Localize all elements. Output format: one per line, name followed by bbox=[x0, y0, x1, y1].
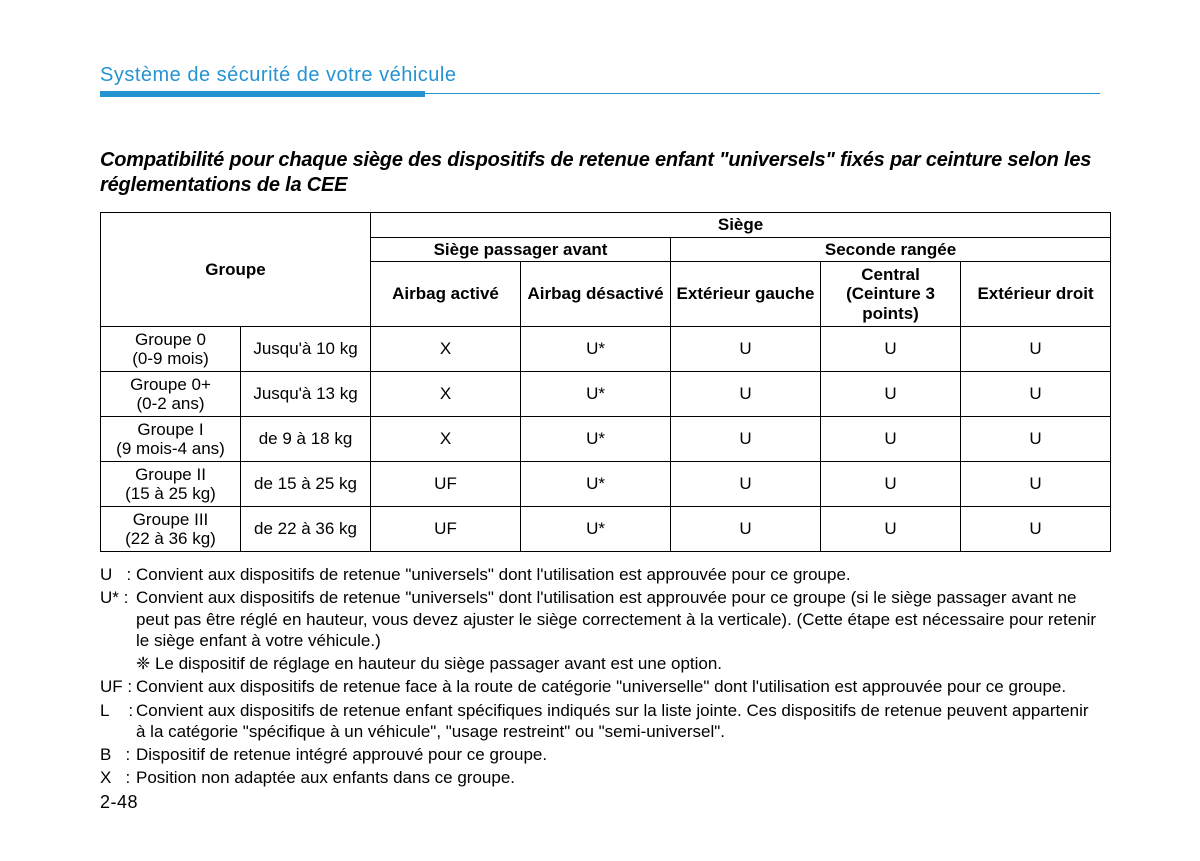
group-name: Groupe I bbox=[105, 420, 236, 440]
cell-value: U bbox=[671, 507, 821, 552]
cell-value: UF bbox=[371, 462, 521, 507]
legend-note: ❈ Le dispositif de réglage en hauteur du… bbox=[136, 653, 1100, 674]
cell-value: U bbox=[671, 327, 821, 372]
cell-value: U* bbox=[521, 327, 671, 372]
legend-key: U : bbox=[100, 564, 136, 585]
cell-value: UF bbox=[371, 507, 521, 552]
group-sub: (15 à 25 kg) bbox=[125, 484, 216, 503]
cell-value: U bbox=[821, 327, 961, 372]
cell-weight: de 15 à 25 kg bbox=[241, 462, 371, 507]
legend-item: X : Position non adaptée aux enfants dan… bbox=[100, 767, 1100, 788]
legend-text: Position non adaptée aux enfants dans ce… bbox=[136, 767, 1100, 788]
th-col4: Central (Ceinture 3 points) bbox=[821, 262, 961, 327]
legend-item: B : Dispositif de retenue intégré approu… bbox=[100, 744, 1100, 765]
cell-value: U* bbox=[521, 462, 671, 507]
cell-value: U bbox=[961, 462, 1111, 507]
subheading: Compatibilité pour chaque siège des disp… bbox=[100, 148, 1100, 198]
cell-value: U bbox=[671, 462, 821, 507]
cell-group: Groupe 0+(0-2 ans) bbox=[101, 372, 241, 417]
header-rule bbox=[100, 93, 1100, 94]
cell-value: X bbox=[371, 327, 521, 372]
legend-text: Convient aux dispositifs de retenue "uni… bbox=[136, 564, 1100, 585]
group-name: Groupe III bbox=[105, 510, 236, 530]
th-front: Siège passager avant bbox=[371, 237, 671, 262]
cell-group: Groupe I(9 mois-4 ans) bbox=[101, 417, 241, 462]
th-siege: Siège bbox=[371, 213, 1111, 238]
th-col1: Airbag activé bbox=[371, 262, 521, 327]
group-sub: (9 mois-4 ans) bbox=[116, 439, 225, 458]
page: Système de sécurité de votre véhicule Co… bbox=[0, 0, 1200, 861]
cell-value: U bbox=[821, 462, 961, 507]
legend-key: X : bbox=[100, 767, 136, 788]
legend-item: U* : Convient aux dispositifs de retenue… bbox=[100, 587, 1100, 651]
cell-group: Groupe II(15 à 25 kg) bbox=[101, 462, 241, 507]
table-row: Groupe II(15 à 25 kg) de 15 à 25 kg UF U… bbox=[101, 462, 1111, 507]
legend-key: B : bbox=[100, 744, 136, 765]
legend-item: UF : Convient aux dispositifs de retenue… bbox=[100, 676, 1100, 697]
table-row: Groupe 0(0-9 mois) Jusqu'à 10 kg X U* U … bbox=[101, 327, 1111, 372]
cell-value: U bbox=[821, 507, 961, 552]
cell-value: U bbox=[961, 417, 1111, 462]
page-body: Compatibilité pour chaque siège des disp… bbox=[100, 148, 1100, 791]
th-group: Groupe bbox=[101, 213, 371, 327]
table-row: Groupe 0+(0-2 ans) Jusqu'à 13 kg X U* U … bbox=[101, 372, 1111, 417]
cell-value: U* bbox=[521, 417, 671, 462]
cell-group: Groupe 0(0-9 mois) bbox=[101, 327, 241, 372]
cell-group: Groupe III(22 à 36 kg) bbox=[101, 507, 241, 552]
legend-item: L : Convient aux dispositifs de retenue … bbox=[100, 700, 1100, 743]
cell-value: U bbox=[671, 372, 821, 417]
group-sub: (22 à 36 kg) bbox=[125, 529, 216, 548]
cell-value: U* bbox=[521, 372, 671, 417]
section-title: Système de sécurité de votre véhicule bbox=[100, 64, 1100, 87]
legend-text: Convient aux dispositifs de retenue "uni… bbox=[136, 587, 1100, 651]
th-col2: Airbag désactivé bbox=[521, 262, 671, 327]
compatibility-table: Groupe Siège Siège passager avant Second… bbox=[100, 212, 1111, 552]
group-name: Groupe II bbox=[105, 465, 236, 485]
legend-item: U : Convient aux dispositifs de retenue … bbox=[100, 564, 1100, 585]
cell-value: U bbox=[821, 372, 961, 417]
th-rear: Seconde rangée bbox=[671, 237, 1111, 262]
legend-text: Dispositif de retenue intégré approuvé p… bbox=[136, 744, 1100, 765]
cell-weight: de 9 à 18 kg bbox=[241, 417, 371, 462]
cell-value: U bbox=[671, 417, 821, 462]
group-name: Groupe 0 bbox=[105, 330, 236, 350]
group-sub: (0-2 ans) bbox=[136, 394, 204, 413]
cell-value: U* bbox=[521, 507, 671, 552]
section-header: Système de sécurité de votre véhicule bbox=[100, 64, 1100, 94]
legend-key: UF : bbox=[100, 676, 136, 697]
cell-weight: Jusqu'à 10 kg bbox=[241, 327, 371, 372]
page-number: 2-48 bbox=[100, 792, 138, 813]
th-col5: Extérieur droit bbox=[961, 262, 1111, 327]
legend-key: L : bbox=[100, 700, 136, 743]
legend-key: U* : bbox=[100, 587, 136, 651]
cell-value: X bbox=[371, 417, 521, 462]
group-sub: (0-9 mois) bbox=[132, 349, 209, 368]
table-row: Groupe III(22 à 36 kg) de 22 à 36 kg UF … bbox=[101, 507, 1111, 552]
group-name: Groupe 0+ bbox=[105, 375, 236, 395]
cell-weight: Jusqu'à 13 kg bbox=[241, 372, 371, 417]
cell-value: U bbox=[821, 417, 961, 462]
cell-weight: de 22 à 36 kg bbox=[241, 507, 371, 552]
legend: U : Convient aux dispositifs de retenue … bbox=[100, 564, 1100, 789]
legend-text: Convient aux dispositifs de retenue enfa… bbox=[136, 700, 1100, 743]
cell-value: U bbox=[961, 372, 1111, 417]
th-col3: Extérieur gauche bbox=[671, 262, 821, 327]
cell-value: X bbox=[371, 372, 521, 417]
cell-value: U bbox=[961, 507, 1111, 552]
cell-value: U bbox=[961, 327, 1111, 372]
table-row: Groupe I(9 mois-4 ans) de 9 à 18 kg X U*… bbox=[101, 417, 1111, 462]
legend-text: Convient aux dispositifs de retenue face… bbox=[136, 676, 1100, 697]
